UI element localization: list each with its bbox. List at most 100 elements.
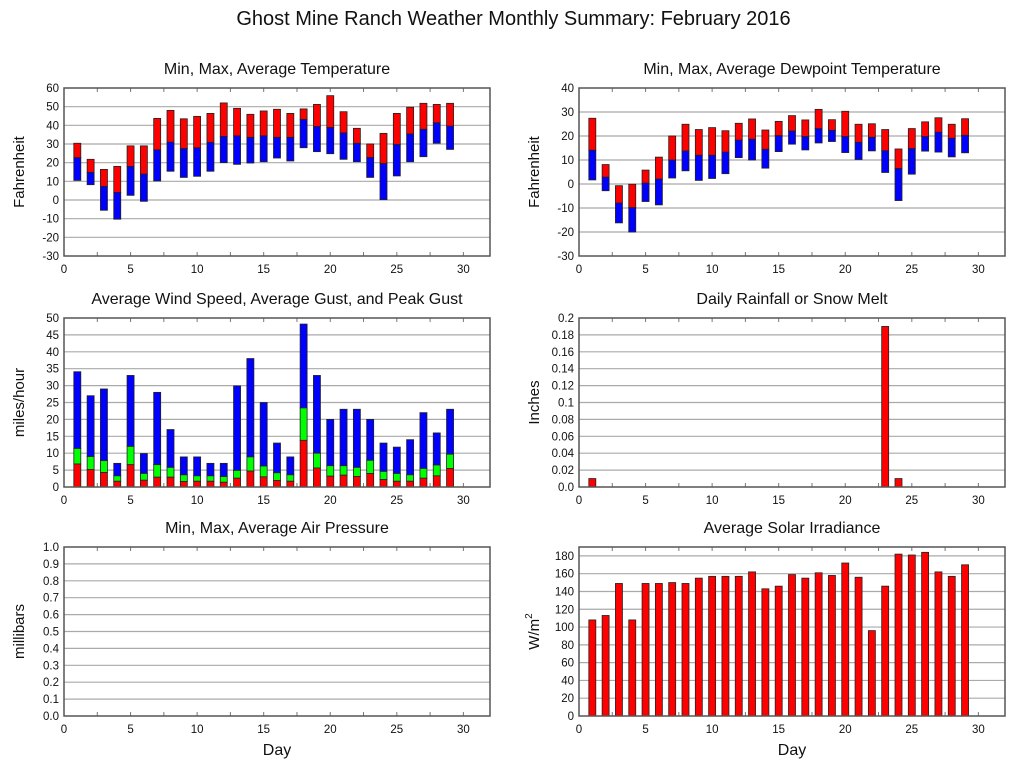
bar-avg-to-max xyxy=(73,142,82,159)
x-axis-label: Day xyxy=(778,742,806,759)
bar-avg-to-max xyxy=(788,115,796,132)
bar-average-wind xyxy=(446,468,454,488)
bar-avg-to-max xyxy=(641,169,650,184)
bar-min-to-avg xyxy=(446,125,454,150)
bar-avg-to-max xyxy=(761,129,770,150)
bar-average-wind xyxy=(406,480,415,488)
y-tick-label: 60 xyxy=(46,83,59,95)
x-tick-label: 25 xyxy=(905,724,918,736)
bar-average-wind xyxy=(432,475,441,488)
bar-peak-gust xyxy=(233,385,241,471)
bar-avg-to-max xyxy=(934,117,943,133)
y-tick-label: 0.2 xyxy=(558,313,574,325)
bar-average-wind xyxy=(273,480,281,488)
y-tick-label: 40 xyxy=(46,347,59,359)
x-tick-label: 30 xyxy=(972,724,985,736)
bar-solar xyxy=(907,554,916,717)
bar-average-gust xyxy=(206,475,215,482)
bar-solar xyxy=(814,572,823,717)
bar-avg-to-max xyxy=(774,120,783,136)
y-tick-label: 30 xyxy=(561,107,574,119)
y-tick-label: 20 xyxy=(561,693,574,705)
y-tick-label: 100 xyxy=(555,622,574,634)
bar-solar xyxy=(854,576,863,717)
bar-average-gust xyxy=(273,472,281,481)
bar-avg-to-max xyxy=(366,143,375,158)
x-tick-label: 25 xyxy=(390,495,403,507)
y-tick-label: 15 xyxy=(46,431,59,443)
bar-average-gust xyxy=(126,446,135,466)
bar-average-gust xyxy=(233,470,241,479)
bar-average-wind xyxy=(259,476,268,488)
x-tick-label: 20 xyxy=(839,724,852,736)
x-tick-label: 15 xyxy=(257,724,270,736)
y-tick-label: 0.3 xyxy=(43,660,59,672)
bar-avg-to-max xyxy=(113,165,122,193)
bar-average-wind xyxy=(419,477,428,488)
chart-title: Min, Max, Average Temperature xyxy=(164,61,390,78)
bar-min-to-avg xyxy=(419,128,428,158)
bar-solar xyxy=(694,577,703,717)
bar-peak-gust xyxy=(139,453,148,474)
bar-min-to-avg xyxy=(259,135,268,163)
chart-dewpoint: Min, Max, Average Dewpoint Temperature -3… xyxy=(526,61,1006,276)
x-tick-label: 25 xyxy=(905,264,918,276)
bar-peak-gust xyxy=(392,446,401,474)
bar-average-wind xyxy=(392,480,401,488)
y-tick-label: 0.1 xyxy=(558,398,574,410)
bar-min-to-avg xyxy=(881,150,890,173)
bar-solar xyxy=(788,574,796,717)
x-tick-label: 20 xyxy=(324,264,337,276)
bar-solar xyxy=(668,582,677,717)
bar-min-to-avg xyxy=(179,148,188,178)
bar-avg-to-max xyxy=(801,119,810,137)
bar-min-to-avg xyxy=(708,154,717,179)
bar-min-to-avg xyxy=(814,128,823,144)
bar-peak-gust xyxy=(273,442,281,474)
y-tick-label: 20 xyxy=(561,131,574,143)
bar-min-to-avg xyxy=(406,133,415,163)
y-axis-label: millibars xyxy=(11,604,28,659)
bar-average-wind xyxy=(153,476,162,488)
bar-min-to-avg xyxy=(654,178,663,206)
x-tick-label: 0 xyxy=(61,495,67,507)
x-tick-label: 30 xyxy=(457,724,470,736)
x-tick-label: 5 xyxy=(127,495,133,507)
bar-average-gust xyxy=(73,448,82,465)
bar-avg-to-max xyxy=(392,112,401,145)
bar-min-to-avg xyxy=(339,132,348,160)
bar-peak-gust xyxy=(193,456,202,477)
bar-peak-gust xyxy=(339,408,348,467)
bar-average-wind xyxy=(100,472,108,488)
x-tick-label: 5 xyxy=(642,264,648,276)
bar-average-wind xyxy=(339,474,348,488)
x-tick-label: 30 xyxy=(457,495,470,507)
bar-solar xyxy=(654,583,663,717)
bar-average-wind xyxy=(233,477,241,488)
y-axis-label: Fahrenheit xyxy=(526,135,543,208)
bar-avg-to-max xyxy=(206,112,215,143)
y-tick-label: 80 xyxy=(561,640,574,652)
bar-avg-to-max xyxy=(419,102,428,130)
bar-average-gust xyxy=(419,468,428,479)
bar-min-to-avg xyxy=(734,139,743,159)
bar-min-to-avg xyxy=(961,134,969,154)
y-tick-label: 0.06 xyxy=(552,431,574,443)
bar-peak-gust xyxy=(113,462,122,477)
bar-peak-gust xyxy=(153,391,162,466)
bar-min-to-avg xyxy=(628,207,637,233)
bar-peak-gust xyxy=(73,371,82,449)
bar-avg-to-max xyxy=(654,156,663,180)
bar-avg-to-max xyxy=(854,123,863,143)
y-tick-label: 0.0 xyxy=(43,711,59,723)
plot-frame xyxy=(578,546,1006,717)
bar-peak-gust xyxy=(313,375,321,454)
bar-average-gust xyxy=(392,473,401,482)
bar-avg-to-max xyxy=(126,145,135,167)
x-tick-label: 0 xyxy=(576,495,582,507)
y-tick-label: 0.0 xyxy=(558,482,574,494)
bar-avg-to-max xyxy=(907,128,916,149)
y-axis-label-superscript: 2 xyxy=(524,613,535,619)
x-tick-label: 0 xyxy=(61,264,67,276)
bar-min-to-avg xyxy=(392,143,401,177)
